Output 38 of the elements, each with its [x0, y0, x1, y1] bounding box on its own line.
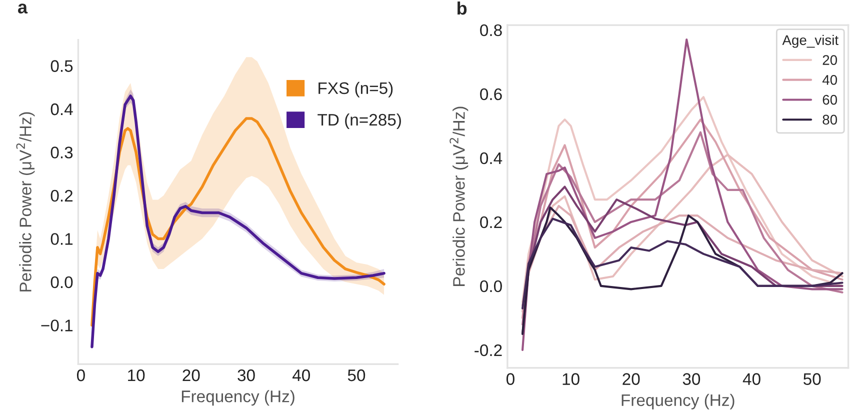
- y-tick-label: 0.4: [480, 152, 502, 164]
- x-axis-title: Frequency (Hz): [622, 394, 734, 410]
- legend-label: 60: [822, 94, 838, 105]
- x-tick-label: 20: [622, 373, 640, 385]
- y-tick-label: 0.3: [50, 146, 73, 158]
- y-tick-label: 0.0: [480, 280, 502, 292]
- chart-title: b: [458, 1, 467, 15]
- legend-label: 80: [822, 114, 838, 125]
- y-tick-label: 0.6: [480, 88, 502, 100]
- legend-label: 20: [822, 55, 838, 65]
- y-tick-label: 0.1: [50, 233, 73, 245]
- x-tick-label: 10: [128, 369, 145, 382]
- y-tick-label: 0.5: [50, 60, 73, 72]
- y-tick-label: 0.0: [50, 276, 73, 288]
- y-tick-label: 0.4: [50, 103, 73, 116]
- legend-title: Age_visit: [782, 34, 838, 48]
- x-tick-label: 30: [238, 369, 255, 382]
- y-axis-title: Periodic Power (μV$^{2}$/Hz): [450, 106, 468, 286]
- y-tick-label: −0.1: [41, 320, 73, 332]
- x-tick-label: 30: [682, 373, 700, 385]
- legend-label: FXS (n=5): [318, 82, 393, 98]
- x-axis-title: Frequency (Hz): [182, 390, 294, 406]
- y-tick-label: 0.8: [480, 24, 502, 36]
- y-tick-label: 0.2: [50, 190, 73, 202]
- y-tick-label: 0.2: [480, 216, 502, 228]
- x-tick-label: 0: [506, 373, 514, 385]
- x-tick-label: 50: [804, 373, 821, 385]
- x-tick-label: 40: [742, 373, 760, 385]
- x-tick-label: 0: [76, 369, 85, 382]
- y-axis-title: Periodic Power (μV$^{2}$/Hz): [16, 112, 35, 292]
- x-tick-label: 20: [182, 369, 200, 382]
- x-tick-label: 10: [562, 373, 580, 385]
- y-tick-label: -0.2: [474, 344, 502, 356]
- legend-label: 40: [822, 75, 838, 85]
- legend-label: TD (n=285): [318, 113, 401, 129]
- chart-title: a: [18, 4, 28, 14]
- x-tick-label: 40: [292, 369, 310, 382]
- x-tick-label: 50: [348, 369, 366, 382]
